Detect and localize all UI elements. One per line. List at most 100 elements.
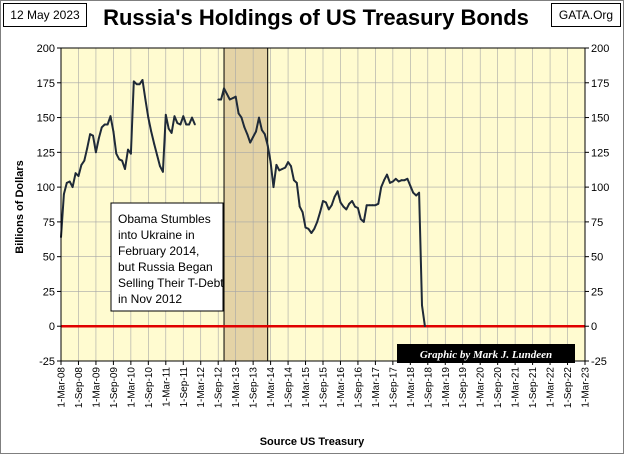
- data-point: [167, 127, 170, 130]
- y-tick-label-right: 125: [591, 147, 609, 159]
- data-point: [65, 182, 68, 184]
- data-point: [115, 152, 118, 155]
- x-tick-label: 1-Mar-18: [406, 367, 417, 408]
- data-point: [141, 79, 144, 81]
- data-point: [345, 208, 348, 211]
- y-tick-label-left: 100: [37, 182, 55, 194]
- data-point: [63, 193, 65, 196]
- site-label: GATA.Org: [551, 3, 621, 27]
- data-point: [319, 211, 321, 214]
- data-point: [342, 205, 345, 208]
- shaded-period: [224, 48, 268, 361]
- data-point: [112, 130, 115, 133]
- data-point: [156, 154, 159, 157]
- x-tick-label: 1-Sep-14: [284, 367, 295, 409]
- data-point: [179, 123, 182, 126]
- data-point: [266, 144, 269, 147]
- data-point: [124, 168, 126, 170]
- data-point: [380, 186, 383, 189]
- data-point: [304, 226, 307, 229]
- data-point: [403, 179, 406, 182]
- series-lines: [60, 79, 426, 328]
- y-tick-label-right: -25: [591, 356, 607, 368]
- data-point: [83, 159, 86, 162]
- data-point: [295, 182, 298, 184]
- data-point: [281, 168, 284, 170]
- x-tick-label: 1-Sep-22: [563, 367, 574, 409]
- x-tick-label: 1-Sep-16: [353, 367, 364, 409]
- data-point: [237, 112, 240, 115]
- annotation-line: into Ukraine in: [118, 228, 195, 242]
- x-tick-label: 1-Mar-14: [266, 367, 277, 408]
- x-tick-label: 1-Mar-23: [581, 367, 592, 408]
- data-point: [313, 227, 316, 230]
- x-tick-label: 1-Sep-10: [144, 367, 155, 409]
- data-point: [130, 152, 132, 155]
- annotation-line: Selling Their T-Debt: [118, 276, 224, 290]
- x-tick-label: 1-Mar-12: [196, 367, 207, 408]
- data-point: [182, 115, 185, 118]
- x-tick-label: 1-Mar-20: [476, 367, 487, 408]
- data-point: [191, 116, 193, 119]
- data-point: [226, 93, 228, 95]
- data-point: [138, 83, 141, 86]
- data-point: [330, 204, 333, 207]
- data-point: [301, 211, 304, 214]
- data-point: [240, 116, 243, 119]
- credit-box: Graphic by Mark J. Lundeen: [397, 344, 575, 363]
- x-tick-label: 1-Sep-13: [249, 367, 260, 409]
- data-point: [121, 159, 123, 162]
- data-point: [339, 201, 342, 204]
- x-tick-label: 1-Mar-11: [161, 367, 172, 407]
- data-point: [92, 134, 94, 137]
- data-point: [316, 221, 319, 223]
- y-tick-label-right: 25: [591, 286, 603, 298]
- data-point: [307, 227, 310, 230]
- data-point: [258, 116, 260, 119]
- data-point: [357, 207, 359, 209]
- data-point: [327, 208, 330, 211]
- y-tick-label-left: -25: [39, 356, 55, 368]
- data-point: [383, 179, 385, 182]
- data-point: [164, 113, 167, 116]
- data-point: [150, 130, 153, 133]
- data-point: [109, 115, 112, 118]
- data-point: [400, 179, 403, 182]
- data-point: [284, 166, 287, 169]
- x-axis-ticks: 1-Mar-08 1-Sep-08 1-Mar-09 1-Sep-09 1-Mar-10…: [57, 361, 592, 408]
- data-point: [249, 141, 252, 144]
- x-tick-label: 1-Sep-19: [458, 367, 469, 409]
- data-point: [71, 186, 74, 189]
- data-point: [255, 130, 257, 133]
- data-point: [147, 116, 150, 119]
- data-point: [392, 180, 394, 183]
- x-tick-label: 1-Sep-09: [109, 367, 120, 409]
- data-point: [336, 190, 339, 193]
- data-point: [173, 115, 176, 118]
- data-point: [409, 184, 412, 187]
- data-point: [394, 177, 397, 180]
- data-point: [234, 95, 237, 98]
- data-point: [397, 180, 400, 183]
- credit-text: Graphic by Mark J. Lundeen: [420, 349, 552, 361]
- x-tick-label: 1-Mar-10: [126, 367, 137, 408]
- data-point: [162, 170, 164, 173]
- y-tick-label-right: 50: [591, 252, 603, 264]
- data-point: [424, 325, 426, 328]
- data-point: [103, 123, 106, 126]
- data-point: [275, 164, 278, 166]
- data-point: [243, 126, 246, 129]
- data-point: [278, 169, 281, 172]
- data-point: [97, 137, 100, 140]
- data-point: [354, 205, 356, 208]
- data-point: [310, 232, 313, 234]
- x-tick-label: 1-Mar-22: [546, 367, 557, 408]
- data-point: [298, 205, 301, 208]
- data-point: [95, 151, 97, 154]
- y-tick-label-left: 25: [43, 286, 55, 298]
- x-tick-label: 1-Mar-15: [301, 367, 312, 408]
- y-tick-label-right: 75: [591, 217, 603, 229]
- data-point: [263, 133, 266, 136]
